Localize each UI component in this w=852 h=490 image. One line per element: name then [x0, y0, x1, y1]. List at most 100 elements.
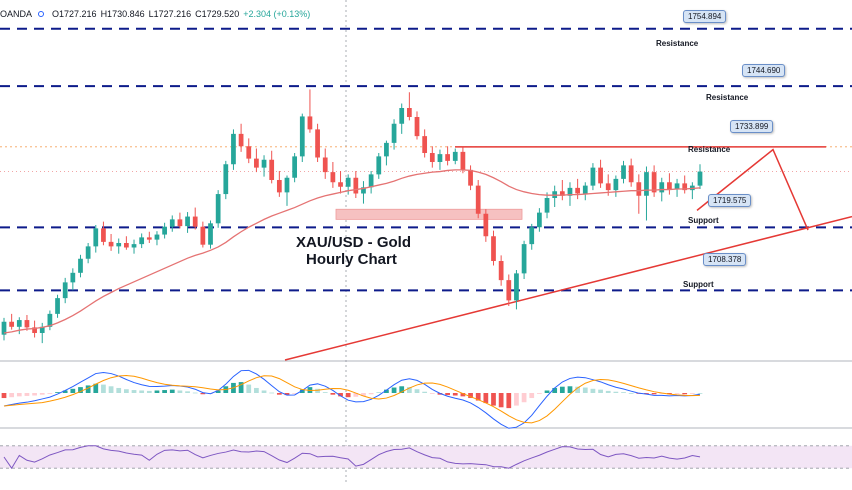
level-label: Resistance	[656, 39, 699, 48]
candle-body	[215, 194, 221, 224]
candle-body	[452, 151, 458, 161]
level-label: Support	[683, 280, 714, 289]
source-label: OANDA	[0, 9, 33, 19]
candle-body	[330, 172, 336, 183]
macd-histogram-bar	[315, 388, 320, 393]
macd-histogram-bar	[32, 393, 37, 396]
candlestick-series	[1, 89, 703, 344]
candle-body	[567, 187, 573, 196]
candle-body	[139, 237, 145, 245]
candle-body	[575, 187, 580, 194]
candle-body	[376, 156, 382, 175]
candle-body	[422, 136, 428, 153]
candle-body	[32, 327, 37, 333]
macd-histogram-bar	[1, 393, 7, 399]
level-label: Resistance	[706, 93, 749, 102]
candle-body	[506, 280, 512, 301]
candle-body	[659, 182, 665, 193]
macd-histogram-bar	[70, 388, 76, 393]
level-price-tag: 1733.899	[730, 120, 774, 133]
macd-histogram-bar	[93, 383, 99, 393]
macd-histogram-bar	[621, 392, 626, 393]
rsi-panel	[0, 445, 852, 470]
rsi-band	[0, 445, 852, 469]
candle-body	[47, 313, 53, 327]
candle-body	[338, 182, 343, 187]
candle-body	[16, 320, 22, 327]
macd-histogram-bar	[414, 389, 420, 393]
macd-histogram-bar	[78, 387, 83, 393]
macd-histogram-bar	[246, 384, 252, 393]
candle-body	[93, 228, 99, 247]
candle-body	[55, 298, 60, 314]
macd-histogram-bar	[116, 387, 122, 393]
candle-body	[537, 212, 542, 228]
candle-body	[353, 177, 359, 194]
candle-body	[429, 153, 435, 162]
candle-body	[460, 151, 466, 170]
macd-histogram-bar	[215, 390, 221, 393]
macd-histogram-bar	[85, 385, 91, 393]
macd-histogram-bar	[422, 391, 428, 393]
macd-histogram-bar	[559, 386, 565, 393]
open-value: O1727.216	[52, 9, 97, 19]
candle-body	[414, 117, 420, 137]
candle-body	[154, 234, 160, 240]
ascending-trendline	[284, 215, 852, 361]
candle-body	[399, 108, 405, 124]
macd-histogram-bar	[269, 392, 275, 394]
macd-histogram-bar	[506, 393, 512, 409]
candle-body	[200, 226, 206, 245]
macd-histogram-bar	[445, 393, 450, 396]
candle-body	[361, 187, 366, 194]
chart-title-line2: Hourly Chart	[306, 251, 397, 268]
candle-body	[169, 219, 175, 227]
candle-body	[261, 159, 267, 168]
macd-histogram-bar	[514, 393, 519, 406]
candle-body	[544, 198, 550, 213]
candle-body	[108, 241, 114, 247]
candle-body	[192, 216, 198, 227]
macd-histogram-bar	[131, 390, 137, 393]
candle-body	[483, 213, 489, 237]
horizontal-levels	[0, 27, 852, 292]
macd-histogram-bar	[154, 390, 160, 393]
macd-histogram-bar	[468, 393, 473, 399]
macd-histogram-bar	[406, 387, 412, 393]
candle-body	[598, 167, 603, 184]
candle-body	[682, 183, 688, 191]
consolidation-zone	[335, 208, 523, 220]
macd-histogram-bar	[108, 386, 114, 393]
macd-histogram-bar	[460, 393, 466, 397]
macd-histogram-bar	[682, 393, 688, 395]
low-value: L1727.216	[148, 9, 192, 19]
macd-histogram-bar	[146, 390, 152, 393]
macd-histogram-bar	[552, 387, 558, 393]
macd-histogram-bar	[689, 393, 695, 394]
level-price-tag: 1719.575	[708, 194, 752, 207]
candle-body	[521, 244, 527, 274]
candle-body	[124, 243, 129, 248]
macd-histogram-bar	[192, 392, 198, 394]
candle-body	[674, 183, 680, 189]
candle-body	[246, 146, 252, 159]
level-label: Resistance	[688, 145, 731, 154]
candle-body	[24, 320, 30, 328]
candle-body	[559, 191, 565, 196]
candle-body	[468, 169, 473, 186]
status-dot-icon	[38, 11, 45, 17]
macd-histogram-bar	[276, 393, 282, 395]
candle-body	[529, 227, 535, 245]
candle-body	[322, 157, 328, 173]
macd-histogram-bar	[429, 393, 435, 394]
macd-histogram-bar	[598, 389, 603, 393]
macd-histogram-bar	[651, 393, 657, 395]
candle-body	[9, 321, 15, 327]
chart-title-line1: XAU/USD - Gold	[296, 234, 411, 251]
macd-histogram-bar	[452, 393, 458, 396]
macd-histogram-bar	[376, 392, 382, 393]
macd-histogram-bar	[284, 393, 290, 396]
level-label: Support	[688, 216, 719, 225]
macd-histogram-bar	[24, 393, 30, 396]
macd-histogram-bar	[322, 392, 328, 393]
